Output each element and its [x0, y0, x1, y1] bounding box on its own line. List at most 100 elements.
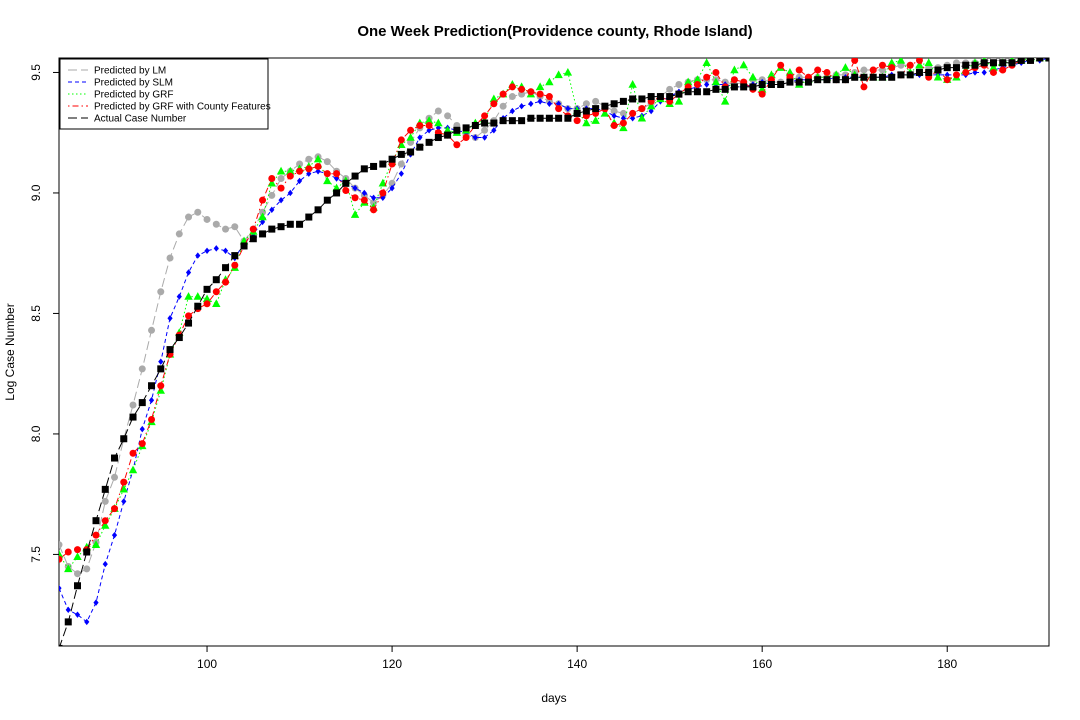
- series-5-point: [610, 100, 618, 108]
- y-tick-label: 8.0: [29, 425, 43, 442]
- series-5-point: [795, 78, 803, 86]
- series-3-point: [554, 70, 563, 79]
- series-5-point: [231, 252, 239, 260]
- series-4-point: [268, 174, 276, 182]
- series-5-point: [897, 71, 905, 79]
- series-5-point: [684, 88, 692, 96]
- series-4-point: [342, 187, 350, 195]
- legend-label: Predicted by GRF with County Features: [94, 102, 271, 113]
- series-4-point: [490, 100, 498, 108]
- series-2-point: [287, 189, 293, 197]
- series-4-point: [351, 194, 359, 202]
- series-2-point: [306, 170, 312, 177]
- series-4-point: [360, 196, 368, 204]
- series-4-point: [323, 170, 331, 178]
- series-4: [59, 58, 1049, 563]
- series-3-point: [831, 70, 841, 79]
- series-3-point: [406, 133, 415, 141]
- series-5-point: [351, 172, 359, 180]
- series-2-point: [981, 69, 987, 76]
- series-3-point: [563, 67, 573, 76]
- series-3-point: [276, 166, 286, 175]
- series-1-point: [101, 497, 109, 505]
- series-5-point: [157, 365, 165, 373]
- series-5-point: [555, 114, 563, 122]
- series-2-point: [361, 189, 367, 197]
- series-3-point: [933, 72, 943, 81]
- series-4-point: [619, 119, 627, 127]
- series-4-point: [573, 117, 581, 125]
- series-1-point: [175, 230, 183, 238]
- series-5-point: [656, 93, 664, 101]
- series-5-point: [1026, 58, 1034, 64]
- y-tick-label: 8.5: [29, 305, 43, 322]
- series-4-point: [333, 170, 341, 178]
- series-2-point: [74, 611, 81, 618]
- series-2-point: [204, 247, 210, 254]
- series-4-point: [101, 517, 109, 525]
- series-5-point: [148, 382, 156, 390]
- series-5-point: [462, 124, 470, 132]
- series-1-point: [397, 160, 405, 168]
- series-5-point: [906, 71, 914, 79]
- series-5-point: [869, 73, 877, 81]
- series-5-point: [508, 117, 516, 125]
- series-4-point: [518, 85, 526, 93]
- legend-label: Predicted by SLM: [94, 78, 173, 89]
- series-5-point: [980, 59, 988, 67]
- series-2-point: [84, 618, 90, 626]
- series-1-point: [138, 365, 146, 373]
- y-tick-label: 7.5: [29, 546, 43, 563]
- series-2-point: [167, 315, 173, 322]
- series-5-point: [647, 93, 655, 101]
- series-3-point: [767, 70, 776, 79]
- series-5-point: [314, 206, 322, 214]
- series-1-point: [268, 191, 276, 199]
- series-5-point: [971, 61, 979, 69]
- series-3-point: [619, 123, 628, 132]
- series-4-point: [259, 196, 267, 204]
- series-3-point: [600, 108, 610, 117]
- series-2-point: [546, 100, 552, 107]
- series-5-point: [989, 59, 997, 67]
- series-4-point: [777, 61, 785, 69]
- y-tick-label: 9.0: [29, 184, 43, 201]
- series-5-point: [740, 83, 748, 91]
- series-3-point: [424, 116, 434, 124]
- series-5-point: [786, 78, 794, 86]
- series-4-point: [851, 58, 859, 64]
- series-3-point: [332, 183, 341, 192]
- series-4-point: [814, 66, 822, 74]
- x-axis-label: days: [541, 691, 566, 705]
- series-3-point: [841, 63, 850, 71]
- series-1-point: [185, 213, 193, 221]
- series-1-point: [194, 208, 202, 216]
- series-3-point: [924, 58, 933, 67]
- series-4-point: [370, 206, 378, 214]
- x-tick-label: 100: [197, 657, 217, 671]
- series-5: [59, 58, 1049, 646]
- series-1-point: [148, 326, 156, 334]
- series-5-point: [814, 76, 822, 84]
- series-4-point: [962, 68, 970, 76]
- series-5-point: [370, 162, 378, 170]
- series-2-point: [65, 606, 71, 614]
- series-5-point: [518, 117, 526, 125]
- series-5-point: [277, 223, 285, 231]
- series-5-point: [712, 85, 720, 93]
- series-3-point: [59, 549, 64, 558]
- series-2-point: [259, 218, 266, 226]
- series-3-point: [702, 58, 711, 67]
- series-5-point: [1045, 58, 1049, 62]
- series-5-point: [601, 102, 609, 110]
- y-tick-label: 9.5: [29, 64, 43, 81]
- series-5-point: [638, 95, 646, 103]
- series-5-point: [582, 107, 590, 115]
- series-3-line: [59, 58, 1049, 570]
- series-3-point: [286, 166, 295, 175]
- series-5-point: [1036, 58, 1044, 62]
- series-5-point: [999, 59, 1007, 67]
- series-1-point: [157, 288, 165, 296]
- series-4-point: [823, 68, 831, 76]
- x-tick-label: 120: [382, 657, 402, 671]
